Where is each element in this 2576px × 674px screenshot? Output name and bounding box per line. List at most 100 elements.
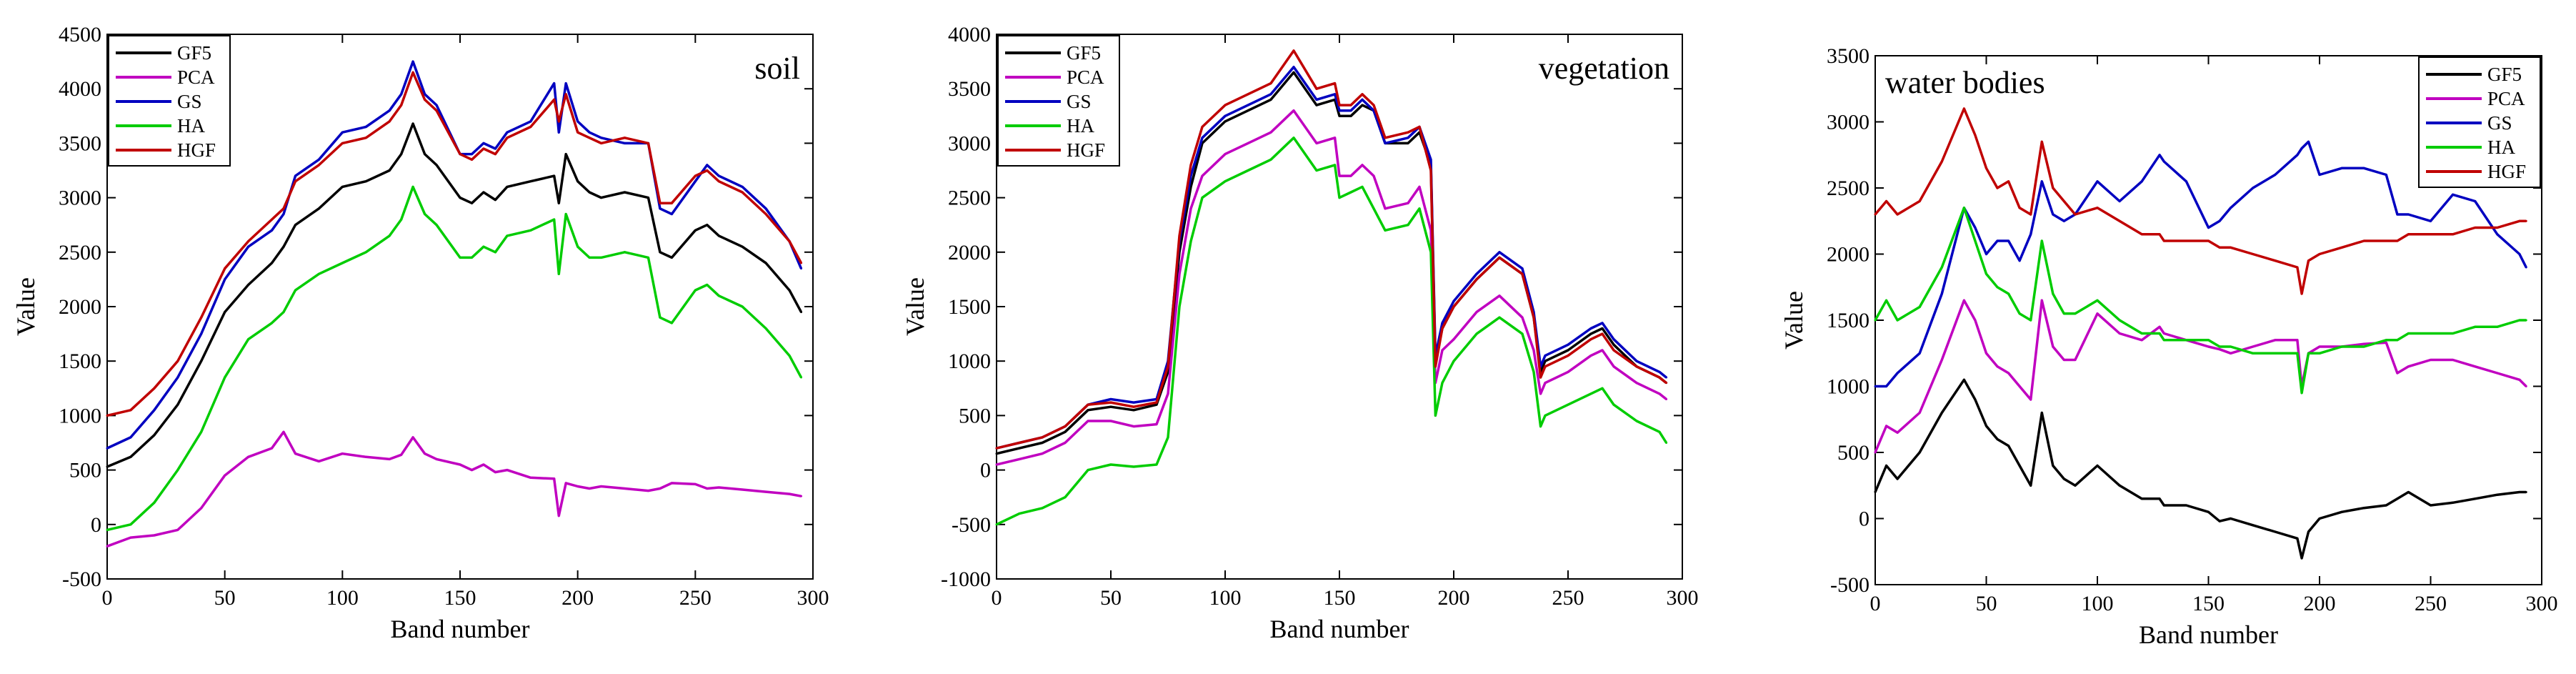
vegetation-series-gs-point <box>1384 142 1387 144</box>
vegetation-y-tick-label: 2500 <box>948 187 991 210</box>
soil-series-ha-point <box>176 469 179 472</box>
water-bodies-series-ha-line <box>1874 207 2527 395</box>
water-bodies-series-gf5-point <box>2118 484 2121 487</box>
soil-series-ha-point <box>670 322 673 324</box>
vegetation-series-pca-point <box>1418 185 1421 188</box>
vegetation-series-hgf-point <box>1064 425 1067 428</box>
soil-series-ha-point <box>271 322 274 324</box>
vegetation-series-gs-point <box>1201 137 1204 139</box>
water-bodies-series-pca-point <box>2158 325 2161 328</box>
water-bodies-series-hgf-point <box>2096 207 2099 209</box>
water-bodies-series-pca-point <box>1896 431 1899 434</box>
vegetation-series-pca-point <box>1544 382 1547 385</box>
vegetation-series-hgf-point <box>1292 49 1295 52</box>
vegetation-series-hgf-point <box>995 447 998 450</box>
water-bodies-series-pca-point <box>2318 345 2321 348</box>
water-bodies-series-hgf-point <box>1974 134 1977 137</box>
vegetation-series-hgf-point <box>1361 93 1364 96</box>
vegetation-series-gs-point <box>1315 98 1318 101</box>
water-bodies-series-gf5-point <box>2385 504 2387 507</box>
water-bodies-series-hgf-point <box>1918 200 1921 202</box>
water-bodies-series-hgf-point <box>2385 239 2387 242</box>
vegetation-series-pca-point <box>1601 349 1604 352</box>
vegetation-series-gf5-point <box>1315 104 1318 106</box>
vegetation-legend-label-ha: HA <box>1067 115 1094 137</box>
water-bodies-series-ha-point <box>2307 352 2310 355</box>
soil-series-gf5-point <box>129 455 132 458</box>
water-bodies-series-pca-point <box>2396 372 2399 375</box>
soil-series-ha-point <box>282 311 285 314</box>
soil-chart-title: soil <box>754 51 800 86</box>
soil-series-gs-point <box>153 409 156 412</box>
vegetation-series-gs-point <box>1498 251 1501 254</box>
soil-series-pca-point <box>741 488 744 491</box>
soil-series-gf5-point <box>624 191 626 194</box>
water-bodies-y-tick-label: -500 <box>1830 573 1869 597</box>
vegetation-series-hgf-point <box>1109 401 1112 404</box>
vegetation-series-gs-point <box>1224 114 1227 117</box>
soil-series-gf5-point <box>764 262 767 264</box>
soil-series-hgf-point <box>294 180 296 183</box>
soil-series-gf5-point <box>364 180 367 183</box>
vegetation-series-pca-point <box>1178 272 1181 275</box>
soil-series-pca-point <box>482 463 485 466</box>
vegetation-series-hgf-point <box>1441 327 1444 329</box>
vegetation-chart-svg: 0 50 100 150 200 250 300 -1000 -500 0 500 1000 1500 2… <box>901 23 1699 643</box>
water-bodies-series-pca-point <box>2274 339 2277 342</box>
vegetation-series-gs-point <box>1109 398 1112 401</box>
water-bodies-series-ha-point <box>2185 339 2187 342</box>
vegetation-series-gf5-point <box>1189 185 1192 188</box>
vegetation-series-gf5-point <box>1018 447 1021 450</box>
water-bodies-x-tick-label: 250 <box>2415 592 2447 615</box>
soil-series-ha-point <box>741 305 744 308</box>
vegetation-series-ha-point <box>1434 414 1437 417</box>
vegetation-series-hgf-point <box>1452 305 1455 308</box>
water-bodies-series-hgf-point <box>2007 180 2010 183</box>
soil-series-pca-point <box>717 486 720 489</box>
vegetation-series-pca-point <box>1521 316 1524 319</box>
vegetation-series-pca-point <box>1567 370 1569 373</box>
water-bodies-series-gf5-point <box>2052 465 2055 467</box>
soil-series-pca-point <box>411 436 414 439</box>
water-bodies-series-gf5-point <box>2252 524 2255 527</box>
soil-series-pca-point <box>294 452 296 455</box>
water-bodies-y-tick-label: 2000 <box>1827 243 1869 267</box>
soil-series-ha-point <box>482 245 485 248</box>
soil-series-gf5-point <box>706 224 709 227</box>
soil-series-gf5-point <box>435 164 438 167</box>
vegetation-series-hgf-point <box>1544 365 1547 368</box>
water-bodies-series-ha-point <box>2407 332 2410 334</box>
soil-series-pca-point <box>647 490 649 492</box>
vegetation-series-hgf-point <box>1178 234 1181 237</box>
water-bodies-series-pca-point <box>2252 345 2255 348</box>
vegetation-series-ha-point <box>1658 430 1661 433</box>
water-bodies-series-pca-point <box>1985 352 1987 355</box>
vegetation-series-hgf-point <box>1315 87 1318 90</box>
soil-series-gs-point <box>435 104 438 106</box>
water-bodies-series-gf5-point <box>2430 504 2432 507</box>
soil-series-pca-point <box>224 474 226 477</box>
vegetation-series-pca-point <box>1315 142 1318 144</box>
vegetation-x-axis-title: Band number <box>1270 615 1409 643</box>
water-bodies-series-ha-point <box>1940 266 1943 269</box>
vegetation-series-gf5-point <box>1087 409 1089 412</box>
soil-series-gs-point <box>800 267 803 270</box>
vegetation-series-ha-point <box>1372 207 1375 210</box>
vegetation-y-tick-label: -500 <box>952 513 991 537</box>
soil-series-gf5-point <box>341 185 344 188</box>
vegetation-series-hgf-point <box>1407 131 1409 134</box>
water-bodies-series-ha-point <box>1896 319 1899 322</box>
water-bodies-series-ha-point <box>2300 392 2303 395</box>
soil-series-hgf-point <box>494 153 496 156</box>
water-bodies-series-hgf-point <box>2140 233 2143 236</box>
soil-series-gf5-point <box>470 202 473 204</box>
vegetation-series-ha-point <box>1475 332 1478 335</box>
water-bodies-series-hgf-point <box>2018 207 2021 209</box>
vegetation-series-hgf-point <box>1567 355 1569 357</box>
water-bodies-series-gf5-point <box>2496 493 2499 496</box>
vegetation-series-ha-point <box>1087 469 1089 472</box>
vegetation-series-ha-point <box>1635 420 1638 422</box>
soil-series-ha-point <box>588 256 591 259</box>
soil-series-gs-point <box>576 120 579 123</box>
vegetation-series-ha-point <box>1441 382 1444 385</box>
